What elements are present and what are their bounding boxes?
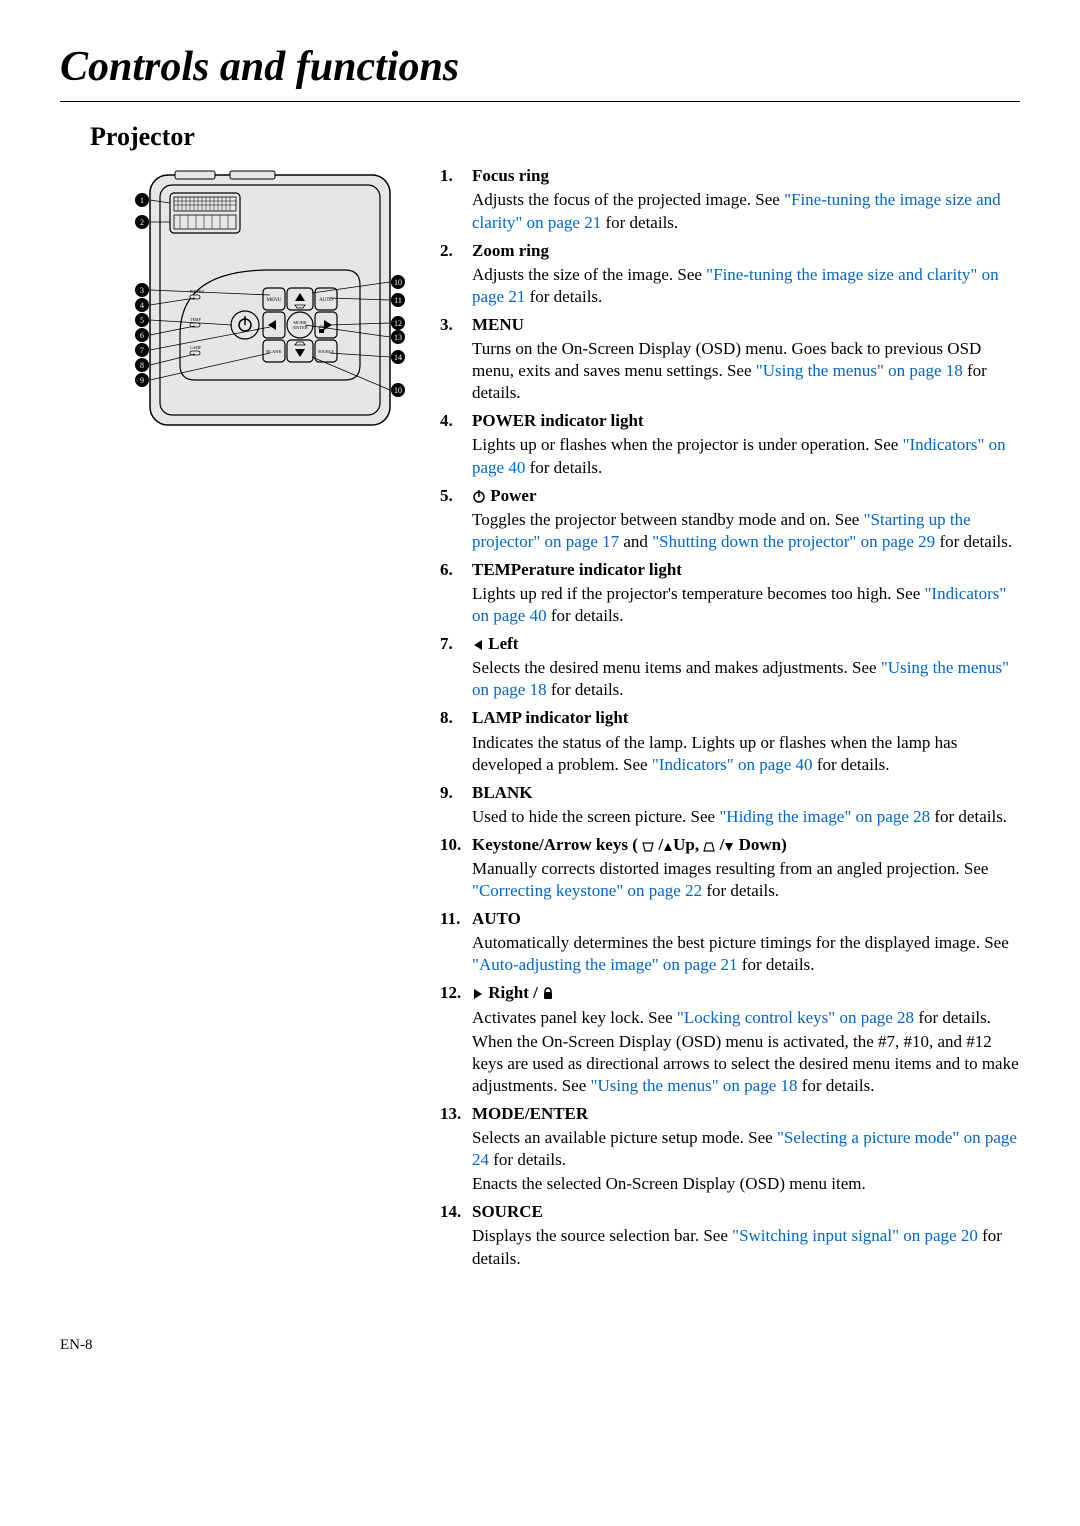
page-link[interactable]: "Selecting a picture mode" on page 24	[472, 1128, 1017, 1169]
control-item-8: LAMP indicator light Indicates the status…	[440, 707, 1020, 775]
control-item-5: Power Toggles the projector between stand…	[440, 485, 1020, 553]
control-item-1: Focus ring Adjusts the focus of the proje…	[440, 165, 1020, 233]
item-body: Selects an available picture setup mode.…	[472, 1127, 1020, 1171]
svg-text:10: 10	[394, 386, 402, 395]
item-body-2: When the On-Screen Display (OSD) menu is…	[472, 1031, 1020, 1097]
page-link[interactable]: "Auto-adjusting the image" on page 21	[472, 955, 738, 974]
item-body: Indicates the status of the lamp. Lights…	[472, 732, 1020, 776]
item-title: Left	[488, 634, 518, 653]
svg-text:11: 11	[394, 296, 402, 305]
control-item-12: Right / Activates panel key lock. See "L…	[440, 982, 1020, 1096]
list-column: Focus ring Adjusts the focus of the proje…	[440, 165, 1020, 1275]
svg-text:AUTO: AUTO	[319, 298, 333, 303]
diagram-column: MODE /ENTER	[60, 165, 410, 451]
svg-text:8: 8	[140, 361, 144, 370]
control-item-4: POWER indicator light Lights up or flashe…	[440, 410, 1020, 478]
control-item-6: TEMPerature indicator light Lights up red…	[440, 559, 1020, 627]
item-title: AUTO	[472, 909, 521, 928]
item-title: LAMP indicator light	[472, 708, 628, 727]
item-title: Power	[490, 486, 536, 505]
control-item-11: AUTO Automatically determines the best pi…	[440, 908, 1020, 976]
item-body: Activates panel key lock. See "Locking c…	[472, 1007, 1020, 1029]
controls-list: Focus ring Adjusts the focus of the proje…	[440, 165, 1020, 1269]
item-title: TEMPerature indicator light	[472, 560, 682, 579]
item-title: SOURCE	[472, 1202, 543, 1221]
page-link[interactable]: "Using the menus" on page 18	[591, 1076, 798, 1095]
page-link[interactable]: "Shutting down the projector" on page 29	[652, 532, 935, 551]
item-body: Used to hide the screen picture. See "Hi…	[472, 806, 1020, 828]
control-item-7: Left Selects the desired menu items and m…	[440, 633, 1020, 701]
control-item-2: Zoom ring Adjusts the size of the image. …	[440, 240, 1020, 308]
svg-text:TEMP: TEMP	[190, 317, 201, 322]
item-title: Right /	[488, 983, 542, 1002]
item-body: Manually corrects distorted images resul…	[472, 858, 1020, 902]
page-link[interactable]: "Using the menus" on page 18	[472, 658, 1009, 699]
control-item-13: MODE/ENTER Selects an available picture s…	[440, 1103, 1020, 1195]
item-body: Lights up red if the projector's tempera…	[472, 583, 1020, 627]
page-link[interactable]: "Indicators" on page 40	[472, 584, 1006, 625]
control-item-10: Keystone/Arrow keys ( /Up, / Down) Manual…	[440, 834, 1020, 902]
svg-text:2: 2	[140, 218, 144, 227]
item-body: Turns on the On-Screen Display (OSD) men…	[472, 338, 1020, 404]
item-body: Selects the desired menu items and makes…	[472, 657, 1020, 701]
svg-text:10: 10	[394, 278, 402, 287]
item-title: Keystone/Arrow keys ( /Up, / Down)	[472, 835, 787, 854]
svg-text:1: 1	[140, 196, 144, 205]
item-body: Adjusts the size of the image. See "Fine…	[472, 264, 1020, 308]
svg-text:13: 13	[394, 333, 402, 342]
svg-text:/ENTER: /ENTER	[292, 325, 308, 330]
page-footer: EN-8	[60, 1336, 1020, 1356]
projector-diagram: MODE /ENTER	[120, 165, 410, 445]
svg-text:7: 7	[140, 346, 144, 355]
item-title: MODE/ENTER	[472, 1104, 588, 1123]
svg-text:14: 14	[394, 353, 402, 362]
item-body-2: Enacts the selected On-Screen Display (O…	[472, 1173, 1020, 1195]
svg-text:3: 3	[140, 286, 144, 295]
item-body: Lights up or flashes when the projector …	[472, 434, 1020, 478]
item-body: Toggles the projector between standby mo…	[472, 509, 1020, 553]
control-item-3: MENU Turns on the On-Screen Display (OSD)…	[440, 314, 1020, 404]
page-link[interactable]: "Locking control keys" on page 28	[677, 1008, 914, 1027]
item-title: BLANK	[472, 783, 532, 802]
subtitle: Projector	[90, 120, 1020, 154]
svg-text:4: 4	[140, 301, 144, 310]
page-link[interactable]: "Fine-tuning the image size and clarity"…	[472, 190, 1001, 231]
item-body: Adjusts the focus of the projected image…	[472, 189, 1020, 233]
svg-text:12: 12	[394, 319, 402, 328]
control-item-9: BLANK Used to hide the screen picture. Se…	[440, 782, 1020, 828]
page-link[interactable]: "Hiding the image" on page 28	[719, 807, 930, 826]
page-link[interactable]: "Using the menus" on page 18	[756, 361, 963, 380]
page-link[interactable]: "Fine-tuning the image size and clarity"…	[472, 265, 999, 306]
item-title: POWER indicator light	[472, 411, 644, 430]
page-link[interactable]: "Correcting keystone" on page 22	[472, 881, 702, 900]
item-title: Focus ring	[472, 166, 549, 185]
item-body: Displays the source selection bar. See "…	[472, 1225, 1020, 1269]
item-title: MENU	[472, 315, 524, 334]
item-body: Automatically determines the best pictur…	[472, 932, 1020, 976]
control-item-14: SOURCE Displays the source selection bar.…	[440, 1201, 1020, 1269]
svg-text:MENU: MENU	[267, 298, 282, 303]
item-title: Zoom ring	[472, 241, 549, 260]
svg-text:9: 9	[140, 376, 144, 385]
page-link[interactable]: "Indicators" on page 40	[472, 435, 1006, 476]
page-link[interactable]: "Switching input signal" on page 20	[732, 1226, 978, 1245]
svg-text:LAMP: LAMP	[190, 345, 202, 350]
page-title: Controls and functions	[60, 40, 1020, 102]
page-link[interactable]: "Indicators" on page 40	[652, 755, 813, 774]
svg-text:5: 5	[140, 316, 144, 325]
svg-text:6: 6	[140, 331, 144, 340]
